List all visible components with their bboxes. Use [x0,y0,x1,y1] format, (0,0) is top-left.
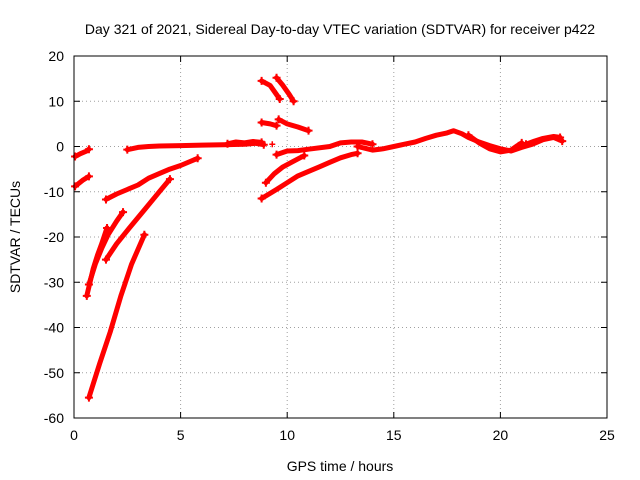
x-tick-label: 5 [177,427,185,443]
data-point-marker [556,133,565,142]
x-axis-ticks: 0 5 10 15 20 25 [70,56,615,443]
data-point-marker [84,172,93,181]
y-tick-label: -10 [44,184,64,200]
series-arc7 [103,155,201,202]
x-axis-label: GPS time / hours [287,458,394,474]
data-point-marker [165,175,174,184]
series-arc4 [86,209,126,287]
data-point-marker [119,208,128,217]
data-point-marker [84,280,93,289]
data-point-marker [84,145,93,154]
y-tick-label: 20 [48,48,64,64]
data-point-marker [289,97,298,106]
y-tick-label: -20 [44,229,64,245]
data-point-marker [140,230,149,239]
x-tick-label: 10 [279,427,295,443]
y-tick-label: -60 [44,410,64,426]
x-tick-label: 25 [599,427,615,443]
data-point-marker [272,150,281,159]
series-arc1 [72,146,92,159]
data-point-marker [257,194,266,203]
data-point-marker [353,142,362,151]
series-arc2 [72,173,92,189]
series-arc16 [263,153,307,186]
y-axis-ticks: -60 -50 -40 -30 -20 -10 0 10 20 [44,48,607,426]
series-arc10 [259,78,283,102]
series-arc9 [225,139,265,147]
data-point-marker [261,178,270,187]
y-tick-label: -30 [44,274,64,290]
data-point-marker [274,115,283,124]
y-axis-label: SDTVAR / TECUs [7,181,23,293]
series-arc18 [465,132,525,155]
x-tick-label: 15 [386,427,402,443]
data-point-marker [304,126,313,135]
grid-lines [74,56,607,418]
data-point-marker [223,139,232,148]
data-point-marker [300,151,309,160]
data-point-marker [269,141,276,148]
y-tick-label: 0 [56,139,64,155]
data-series [71,73,567,402]
data-point-marker [257,118,266,127]
data-point-marker [257,138,266,147]
data-point-marker [101,195,110,204]
series-arc13 [276,116,311,134]
series-arc15 [259,150,361,201]
data-point-marker [71,152,80,161]
plot-frame [73,55,608,419]
data-point-marker [272,73,281,82]
data-point-marker [193,154,202,163]
series-arc11 [274,75,297,104]
series-arc14 [274,139,375,158]
y-tick-label: -40 [44,320,64,336]
data-point-marker [71,182,80,191]
data-point-marker [272,121,281,130]
data-point-marker [82,291,91,300]
series-arc6 [103,176,173,263]
y-tick-label: 10 [48,93,64,109]
x-tick-label: 20 [493,427,509,443]
data-point-marker [101,255,110,264]
data-point-marker [368,140,377,149]
data-point-marker [464,131,473,140]
y-tick-label: -50 [44,365,64,381]
data-point-marker [521,140,530,149]
chart-title: Day 321 of 2021, Sidereal Day-to-day VTE… [85,21,595,37]
x-tick-label: 0 [70,427,78,443]
data-point-marker [84,393,93,402]
data-point-marker [123,145,132,154]
series-arc5 [86,232,147,401]
data-point-marker [353,149,362,158]
series-arc19 [523,134,563,147]
data-point-marker [275,94,284,103]
data-point-marker [257,76,266,85]
